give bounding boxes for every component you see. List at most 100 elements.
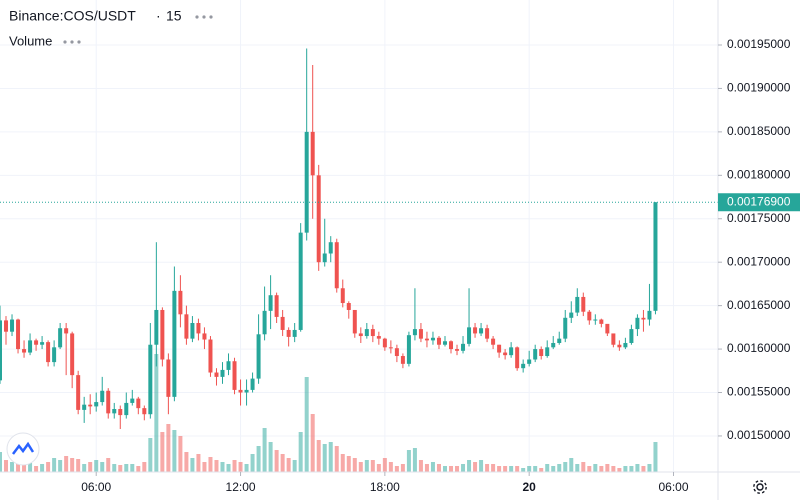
candle-body — [346, 303, 351, 310]
candle-body — [430, 337, 435, 341]
candle-body — [322, 253, 327, 263]
y-tick-label: 0.00175000 — [727, 211, 791, 225]
candle-body — [76, 375, 81, 410]
volume-bar — [418, 460, 423, 472]
volume-bar — [563, 462, 568, 472]
volume-bar — [400, 464, 405, 472]
candle-body — [364, 329, 369, 337]
candle-body — [563, 317, 568, 339]
volume-more-icon[interactable] — [63, 40, 81, 44]
candle-body — [52, 347, 57, 363]
candle-body — [154, 309, 159, 345]
volume-bar — [118, 465, 123, 472]
volume-bar — [406, 450, 411, 472]
candle-body — [262, 310, 267, 335]
volume-bar — [94, 460, 99, 472]
interval: 15 — [166, 8, 182, 24]
volume-bar — [268, 442, 273, 472]
candle-body — [358, 333, 363, 337]
volume-bar — [557, 464, 562, 472]
volume-bar — [28, 463, 33, 472]
candle-body — [334, 242, 339, 289]
volume-bar — [551, 466, 556, 472]
candle-body — [539, 349, 544, 357]
candle-body — [436, 337, 441, 345]
candle-body — [370, 329, 375, 337]
candle-body — [400, 356, 405, 364]
settings-icon[interactable] — [753, 480, 767, 494]
volume-bar — [635, 464, 640, 472]
candle-body — [22, 349, 27, 353]
candle-body — [190, 323, 195, 339]
candle-body — [4, 320, 9, 332]
candle-body — [467, 327, 472, 344]
volume-bar — [232, 460, 237, 472]
candle-body — [160, 309, 165, 360]
y-tick-label: 0.00180000 — [727, 167, 791, 181]
candle-body — [412, 329, 417, 336]
candle-body — [10, 319, 15, 332]
candle-body — [280, 316, 285, 330]
candle-body — [220, 369, 225, 377]
volume-bar — [533, 466, 538, 472]
volume-bar — [617, 468, 622, 472]
candle-body — [382, 338, 387, 348]
candle-body — [593, 319, 598, 321]
volume-bar — [148, 438, 153, 472]
candle-body — [286, 329, 291, 337]
y-tick-label: 0.00190000 — [727, 81, 791, 95]
y-tick-label: 0.00195000 — [727, 37, 791, 51]
volume-bar — [412, 448, 417, 472]
volume-pane — [0, 354, 658, 472]
volume-bar — [106, 458, 111, 472]
candle-body — [473, 327, 478, 334]
volume-bar — [653, 442, 658, 472]
volume-bar — [467, 460, 472, 472]
candle-body — [641, 317, 646, 320]
candle-body — [82, 404, 87, 410]
candle-body — [611, 333, 616, 345]
volume-bar — [16, 458, 21, 472]
volume-bar — [515, 466, 520, 472]
candle-body — [130, 398, 135, 403]
volume-bar — [340, 454, 345, 472]
candle-body — [118, 409, 123, 416]
volume-bar — [539, 468, 544, 472]
volume-bar — [497, 466, 502, 472]
x-tick-label: 20 — [522, 480, 536, 494]
volume-bar — [623, 466, 628, 472]
volume-bar — [455, 466, 460, 472]
volume-bar — [256, 446, 261, 472]
volume-bar — [593, 464, 598, 472]
volume-bar — [166, 424, 171, 472]
candle-body — [202, 333, 207, 340]
candle-body — [581, 296, 586, 312]
volume-bar — [0, 452, 2, 472]
volume-bar — [52, 458, 57, 472]
volume-bar — [64, 456, 69, 472]
candle-body — [226, 361, 231, 370]
volume-bar — [599, 466, 604, 472]
volume-bar — [172, 430, 177, 472]
candle-body — [455, 349, 460, 351]
candle-body — [491, 338, 496, 345]
volume-bar — [178, 436, 183, 472]
more-icon[interactable] — [195, 15, 213, 19]
candle-body — [442, 341, 447, 345]
y-tick-label: 0.00160000 — [727, 341, 791, 355]
candle-body — [587, 311, 592, 321]
symbol-title: Binance:COS/USDT — [9, 8, 136, 24]
candle-body — [497, 344, 502, 353]
volume-bar — [100, 462, 105, 472]
candle-body — [34, 340, 39, 345]
candle-body — [533, 349, 538, 360]
x-tick-label: 06:00 — [658, 480, 688, 494]
volume-bar — [208, 457, 213, 472]
y-tick-label: 0.00150000 — [727, 428, 791, 442]
logo[interactable] — [6, 432, 40, 466]
candle-body — [635, 317, 640, 330]
candle-body — [70, 333, 75, 376]
volume-bar — [46, 462, 51, 472]
volume-bar — [160, 432, 165, 472]
